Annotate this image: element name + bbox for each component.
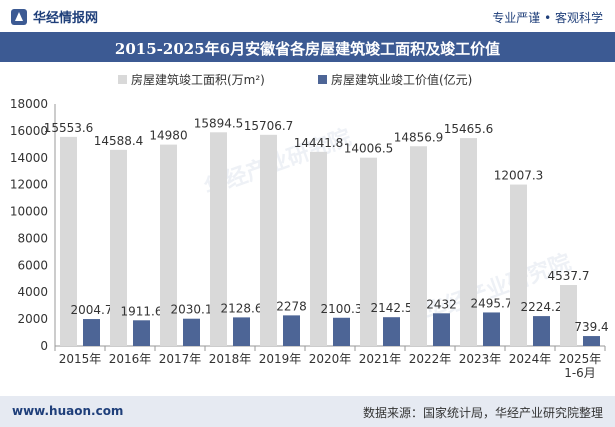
huajing-logo-icon <box>11 8 27 25</box>
data-label: 4537.7 <box>548 269 590 283</box>
data-label: 15706.7 <box>244 119 294 133</box>
data-label: 15553.6 <box>44 121 94 135</box>
data-label: 1911.6 <box>121 304 163 318</box>
data-label: 739.4 <box>574 320 608 334</box>
x-tick-label: 2020年 <box>309 352 352 366</box>
bar-value <box>583 336 600 346</box>
x-tick-label: 2016年 <box>109 352 152 366</box>
footer: www.huaon.com 数据来源：国家统计局，华经产业研究院整理 <box>0 396 615 427</box>
x-tick-label: 2017年 <box>159 352 202 366</box>
x-tick-label: 2018年 <box>209 352 252 366</box>
brand-name: 华经情报网 <box>33 11 99 26</box>
bar-area <box>160 144 177 346</box>
x-tick-label: 2015年 <box>59 352 102 366</box>
legend-swatch <box>118 75 127 84</box>
data-label: 14006.5 <box>344 142 394 156</box>
x-tick-label: 2025年 <box>559 352 602 366</box>
y-tick-label: 18000 <box>10 97 48 111</box>
data-label: 14980 <box>149 129 187 143</box>
data-label: 15894.5 <box>194 116 244 130</box>
legend-swatch <box>318 75 327 84</box>
bar-value <box>483 312 500 346</box>
data-label: 2432 <box>426 297 457 311</box>
brand: 华经情报网 <box>10 7 98 26</box>
data-label: 12007.3 <box>494 169 544 183</box>
y-tick-label: 12000 <box>10 178 48 192</box>
y-tick-label: 16000 <box>10 124 48 138</box>
y-tick-label: 6000 <box>17 258 48 272</box>
data-label: 2030.1 <box>171 303 213 317</box>
data-label: 14441.8 <box>294 136 344 150</box>
x-tick-label: 2021年 <box>359 352 402 366</box>
data-label: 2495.7 <box>471 296 513 310</box>
x-tick-label: 2022年 <box>409 352 452 366</box>
bar-value <box>283 315 300 346</box>
bar-value <box>233 317 250 346</box>
bar-value <box>533 316 550 346</box>
x-tick-label: 2019年 <box>259 352 302 366</box>
data-label: 15465.6 <box>444 122 494 136</box>
title-bar: 2015-2025年6月安徽省各房屋建筑竣工面积及竣工价值 <box>0 32 615 62</box>
bar-area <box>360 157 377 346</box>
data-label: 2142.5 <box>371 301 413 315</box>
bar-area <box>310 151 327 346</box>
bar-value <box>183 318 200 346</box>
data-label: 2278 <box>276 299 307 313</box>
bar-area <box>460 138 477 346</box>
y-tick-label: 10000 <box>10 205 48 219</box>
website-url[interactable]: www.huaon.com <box>12 404 124 418</box>
legend-label: 房屋建筑业竣工价值(亿元) <box>331 72 472 87</box>
bar-area <box>560 284 577 346</box>
chart: 房屋建筑竣工面积(万m²) 房屋建筑业竣工价值(亿元) 0 2000 4000 6000 8… <box>10 72 609 380</box>
data-label: 2004.7 <box>71 303 113 317</box>
bar-value <box>333 317 350 346</box>
data-source: 数据来源：国家统计局，华经产业研究院整理 <box>362 406 603 420</box>
bar-area <box>410 146 427 346</box>
data-label: 14856.9 <box>394 130 444 144</box>
x-tick-label: 2024年 <box>509 352 552 366</box>
bar-area <box>260 134 277 346</box>
data-label: 14588.4 <box>94 134 144 148</box>
x-tick-label: 2023年 <box>459 352 502 366</box>
bar-value <box>433 313 450 346</box>
y-tick-label: 4000 <box>17 285 48 299</box>
data-label: 2128.6 <box>221 301 263 315</box>
data-label: 2224.2 <box>521 300 563 314</box>
bar-area <box>110 149 127 346</box>
chart-title: 2015-2025年6月安徽省各房屋建筑竣工面积及竣工价值 <box>114 40 501 58</box>
y-tick-label: 14000 <box>10 151 48 165</box>
slogan: 专业严谨 • 客观科学 <box>492 11 603 25</box>
y-tick-label: 2000 <box>17 312 48 326</box>
bar-area <box>510 184 527 346</box>
top-bar: 华经情报网 专业严谨 • 客观科学 <box>0 0 615 32</box>
bar-value <box>383 317 400 346</box>
bar-area <box>60 136 77 346</box>
y-tick-label: 0 <box>40 339 48 353</box>
bar-value <box>83 319 100 346</box>
y-tick-label: 8000 <box>17 231 48 245</box>
x-tick-label: 1-6月 <box>564 366 596 380</box>
legend-label: 房屋建筑竣工面积(万m²) <box>131 72 265 87</box>
bar-value <box>133 320 150 346</box>
bar-area <box>210 132 227 346</box>
data-label: 2100.3 <box>321 302 363 316</box>
